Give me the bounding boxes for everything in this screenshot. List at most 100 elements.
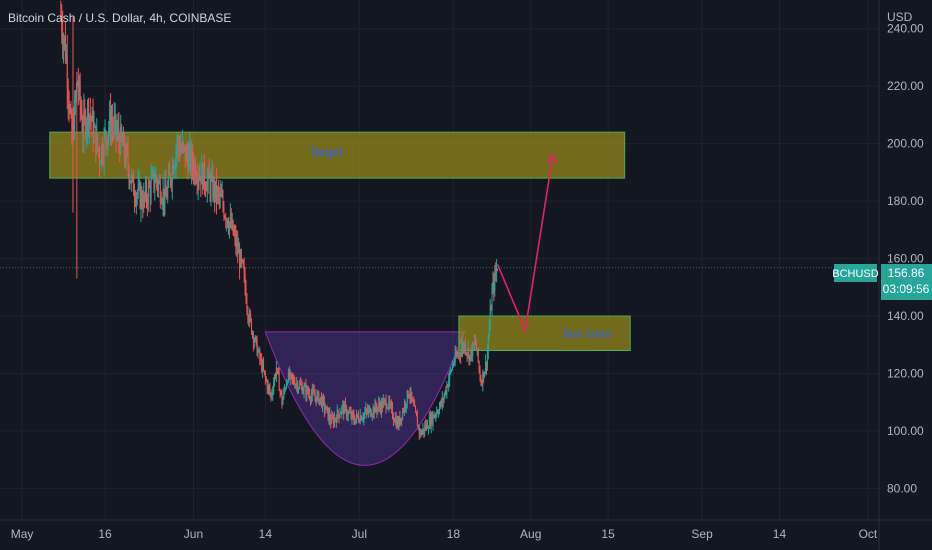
candle-body [88,114,90,126]
candle-body [297,383,299,391]
y-tick-label: 140.00 [887,309,924,323]
candle-body [264,372,266,379]
candle-body [255,336,257,340]
candle-body [129,180,131,182]
candle-body [404,403,406,407]
candle-body [354,421,356,424]
candle-body [208,169,210,179]
candle-body [371,414,373,416]
candle-body [388,400,390,408]
candle-body [331,417,333,424]
candle-body [392,406,394,418]
candle-body [123,135,125,156]
candle-body [171,165,173,184]
candle-body [415,406,417,412]
candle-body [275,368,277,377]
candle-body [474,341,476,343]
candle-body [384,400,386,402]
candle-body [427,423,429,429]
candle-body [89,114,91,119]
last-price-badge[interactable]: BCHUSD 156.86 03:09:56 [832,264,932,300]
candle-body [349,412,351,414]
candle-body [402,410,404,420]
candle-body [180,149,182,155]
candle-body [205,189,207,192]
candle-body [489,308,491,328]
candle-body [213,181,215,197]
candle-body [211,174,213,179]
candle-body [274,375,276,377]
candle-body [423,428,425,432]
candle-body [73,124,75,136]
candle-body [305,385,307,396]
candle-body [310,394,312,400]
candle-body [430,414,432,427]
candle-body [490,308,492,310]
candle-body [400,417,402,424]
candle-body [407,390,409,398]
target-zone[interactable] [49,131,626,179]
candle-body [495,271,497,274]
candle-body [464,343,466,353]
candle-body [365,409,367,413]
candle-body [119,139,121,154]
candle-body [304,385,306,387]
candle-body [468,349,470,361]
candle-body [271,394,273,396]
candle-body [403,410,405,412]
candle-body [422,428,424,432]
candle-body [229,217,231,223]
candle-body [254,336,256,342]
candle-body [347,412,349,416]
candle-body [132,175,134,177]
candle-body [339,414,341,418]
candle-body [146,185,147,200]
candle-body [303,386,305,392]
candle-body [154,182,156,187]
candle-body [240,252,242,260]
candle-body [168,172,170,186]
candle-body [175,150,177,165]
candle-body [457,354,459,356]
candle-body [345,404,347,407]
candle-body [424,425,426,432]
candle-body [70,109,72,115]
candle-body [434,415,436,418]
projection-arrow-path [496,155,554,334]
candle-body [71,114,73,143]
candle-body [309,393,311,398]
candle-body [333,418,335,425]
candle-body [226,219,228,222]
candle-body [199,176,201,180]
candle-body [178,139,180,148]
candle-body [144,193,146,198]
symbol-label: BCHUSD [832,268,879,280]
candle-body [111,122,113,126]
candle-body [359,415,361,423]
candle-body [399,417,401,424]
candle-body [270,393,272,396]
candle-body [113,119,115,130]
candle-body [375,403,377,409]
candle-body [261,359,263,371]
candle-body [456,354,458,357]
candle-body [284,388,286,391]
y-tick-label: 80.00 [887,481,917,495]
candle-body [451,365,453,370]
candle-body [236,242,238,248]
candle-body [197,178,199,184]
candle-body [291,374,293,378]
candle-body [485,361,487,372]
candle-body [230,217,232,228]
candle-body [416,416,418,427]
candle-body [139,183,141,207]
candle-body [364,412,366,415]
candle-body [438,412,440,414]
candle-body [189,147,191,154]
candle-body [454,352,456,362]
candle-body [444,390,446,396]
candle-body [387,407,389,409]
candle-body [153,171,155,187]
candle-body [282,398,284,405]
